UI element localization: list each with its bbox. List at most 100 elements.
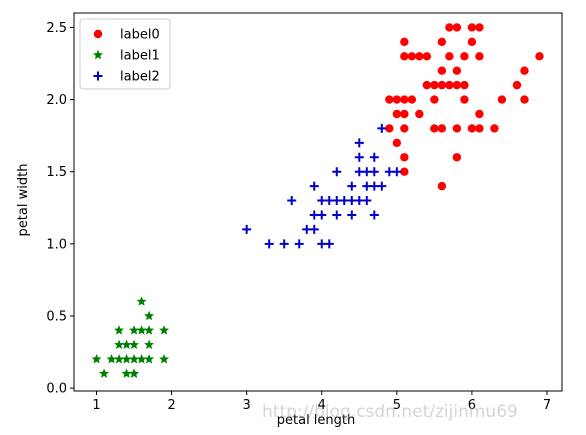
label0-point [437, 124, 447, 133]
label0-point [385, 95, 394, 104]
label0-point [452, 153, 462, 162]
label0-point [475, 109, 484, 119]
label1-point [144, 354, 155, 364]
label2-point [339, 196, 349, 206]
label0-point [437, 181, 447, 191]
y-axis-ticks: 0.0 0.5 1.0 1.5 2.0 2.5 [46, 21, 74, 397]
label0-point [452, 66, 462, 75]
label1-point [106, 354, 117, 364]
label2-point [369, 181, 379, 191]
label1-point [121, 368, 132, 378]
label2-point [294, 239, 304, 249]
label0-point [422, 52, 432, 61]
label2-point [369, 167, 379, 177]
label2-point [309, 224, 319, 234]
label2-point [302, 224, 312, 234]
label0-point [497, 95, 507, 104]
label0-point [452, 23, 462, 32]
label2-point [377, 181, 387, 191]
y-tick-label: 1.5 [46, 165, 67, 180]
label0-point [467, 37, 477, 47]
label2-point [392, 167, 402, 177]
label0-point [400, 37, 409, 47]
label1-point [114, 354, 124, 364]
label0-point [415, 52, 424, 61]
label1-point [136, 325, 147, 335]
label2-point [264, 239, 274, 249]
y-axis-label: petal width [16, 164, 31, 237]
label2-point [384, 167, 394, 177]
label2-point [279, 239, 289, 249]
label0-point [460, 95, 469, 104]
x-tick-label: 5 [393, 398, 401, 413]
label2-point [317, 196, 327, 206]
label0-point [467, 23, 477, 32]
label2-point [324, 239, 334, 249]
x-tick-label: 7 [543, 398, 551, 413]
label2-point [332, 196, 342, 206]
label1-point [121, 354, 132, 364]
label1-point [91, 354, 102, 364]
label2-point [354, 138, 364, 148]
label1-point [129, 368, 140, 378]
label0-point [452, 80, 462, 90]
label0-point [400, 153, 409, 162]
data-points [91, 23, 544, 378]
x-tick-label: 2 [167, 398, 175, 413]
y-tick-label: 2.5 [46, 21, 67, 36]
label0-point [490, 124, 499, 133]
label2-point [347, 210, 357, 220]
label0-point [475, 124, 484, 133]
label0-point [392, 95, 402, 104]
x-axis-label: petal length [277, 413, 356, 428]
label0-point [520, 95, 529, 104]
label0-point [415, 109, 424, 119]
label2-point [324, 196, 334, 206]
label1-point [144, 339, 155, 350]
label2-point [377, 123, 387, 133]
label1-point [159, 325, 170, 335]
label0-point [460, 52, 469, 61]
label2-point [242, 224, 252, 234]
legend-label-label0: label0 [120, 28, 160, 43]
legend-marker-label1 [93, 49, 103, 60]
label1-point [129, 339, 140, 350]
label1-point [129, 325, 140, 335]
label1-point [114, 325, 124, 335]
label1-point [144, 310, 155, 321]
label0-point [437, 37, 447, 47]
x-tick-label: 3 [243, 398, 251, 413]
legend-marker-label0 [93, 29, 103, 39]
label2-point [347, 181, 357, 191]
label0-point [445, 23, 454, 32]
y-tick-label: 0.0 [46, 382, 67, 397]
y-tick-label: 2.0 [46, 93, 67, 108]
label2-point [309, 181, 319, 191]
label0-point [520, 66, 529, 75]
label1-point [136, 354, 147, 364]
label1-point [136, 296, 147, 306]
label0-point [430, 95, 439, 104]
legend-label-label2: label2 [120, 70, 160, 85]
label1-point [99, 368, 109, 378]
y-tick-label: 0.5 [46, 309, 67, 324]
label0-point [400, 167, 409, 176]
label0-point [445, 52, 454, 61]
label0-point [400, 95, 409, 104]
label1-point [121, 339, 132, 350]
label2-point [347, 196, 357, 206]
plot-frame [73, 12, 563, 392]
label0-point [512, 80, 522, 90]
label2-point [354, 167, 364, 177]
label0-point [385, 124, 394, 133]
label0-point [475, 52, 484, 61]
label0-point [452, 124, 462, 133]
label0-point [392, 138, 402, 148]
legend-label-label1: label1 [120, 49, 160, 64]
legend-marker-label2 [93, 71, 103, 81]
label0-point [392, 109, 402, 119]
label1-point [129, 354, 140, 364]
x-axis-ticks: 1 2 3 4 5 6 7 [92, 391, 551, 413]
label2-point [332, 210, 342, 220]
